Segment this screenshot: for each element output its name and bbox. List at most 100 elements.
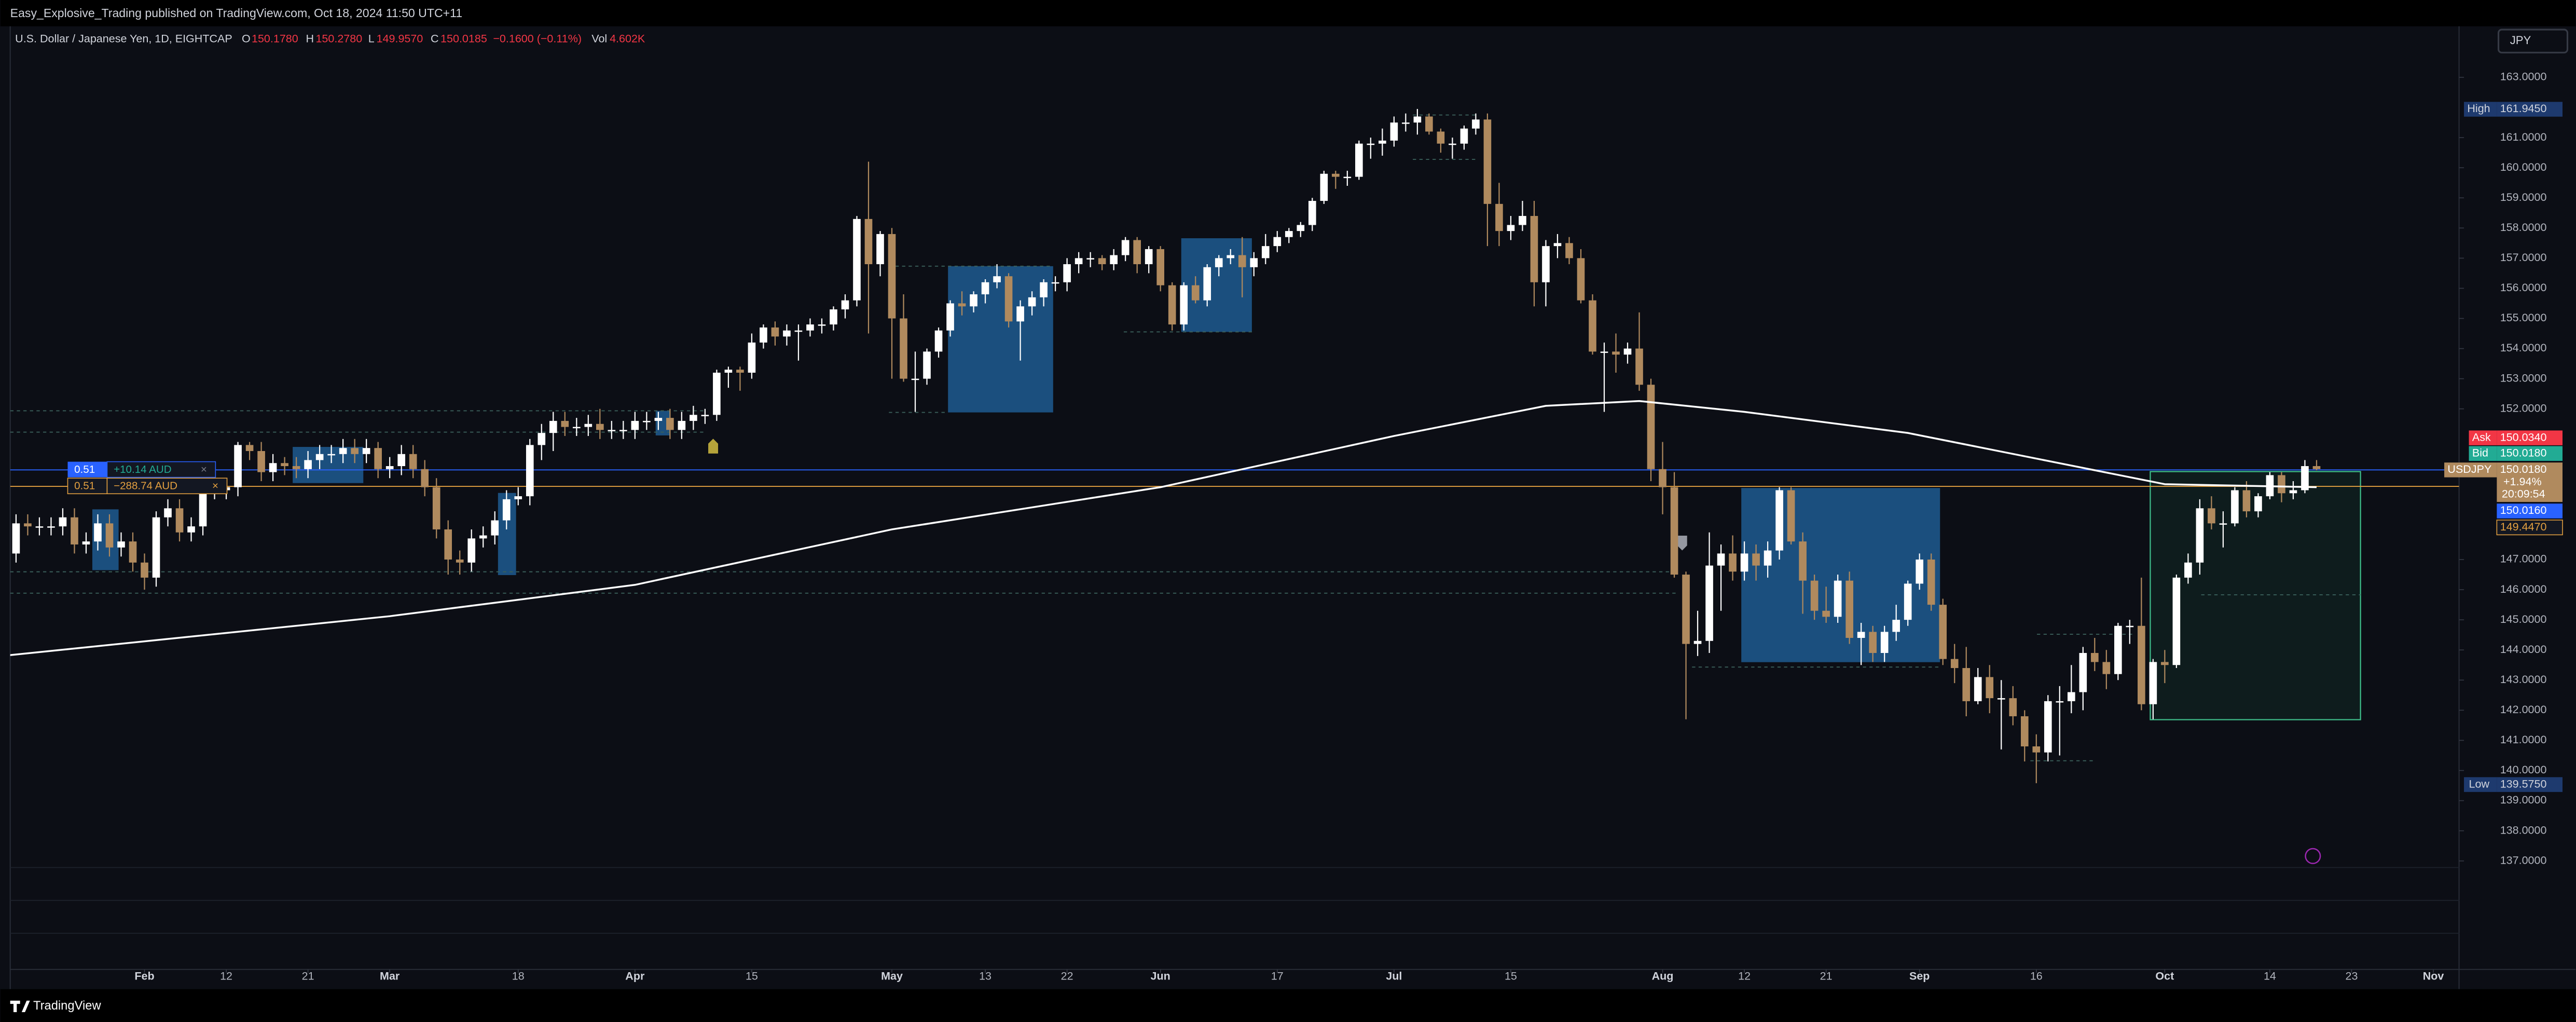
- x-tick-label: 18: [512, 970, 525, 983]
- legend-value: 150.2780: [315, 33, 362, 45]
- candle-body: [2254, 496, 2262, 512]
- candle-body: [362, 448, 370, 454]
- y-tick-label: 138.0000: [2500, 824, 2547, 836]
- position-qty-box[interactable]: [67, 478, 108, 495]
- candle-body: [1647, 385, 1655, 469]
- y-tick-label: 163.0000: [2500, 71, 2547, 83]
- position-close[interactable]: ×: [212, 480, 218, 492]
- candle-body: [2289, 490, 2297, 494]
- candle-body: [1261, 246, 1270, 258]
- candle-body: [257, 451, 265, 472]
- x-tick-label: Mar: [380, 970, 400, 983]
- candle-body: [993, 276, 1001, 282]
- candle-body: [1086, 258, 1094, 260]
- tag-value: 150.0180: [2500, 446, 2547, 459]
- candle-body: [596, 424, 604, 430]
- candle-body: [1682, 575, 1690, 644]
- candle-body: [1892, 620, 1900, 632]
- candle-body: [1308, 201, 1316, 225]
- candle-body: [1752, 553, 1760, 566]
- alert-icon[interactable]: [2305, 848, 2321, 864]
- tag-value: 139.5750: [2500, 778, 2547, 790]
- candle-body: [1495, 203, 1503, 231]
- position-pnl[interactable]: +10.14 AUD: [114, 464, 171, 475]
- candle-body: [584, 424, 593, 427]
- candle-body: [1589, 300, 1596, 352]
- tag-box: [2497, 102, 2563, 117]
- candle-body: [1857, 632, 1865, 638]
- candle-body: [2149, 662, 2157, 704]
- x-tick-label: Apr: [625, 970, 645, 983]
- candle-body: [1121, 240, 1129, 255]
- candle-body: [2126, 625, 2134, 628]
- candle-body: [1227, 255, 1235, 258]
- candle-body: [1670, 487, 1678, 575]
- candle-body: [1799, 541, 1807, 581]
- candle-body: [12, 523, 20, 554]
- currency-button[interactable]: [2497, 29, 2569, 53]
- candle-body: [1553, 243, 1562, 247]
- tag-box: [2497, 430, 2563, 445]
- candle-body: [245, 445, 254, 451]
- tag-key-box: [2464, 777, 2497, 792]
- candle-body: [59, 517, 67, 527]
- legend-key: L: [368, 33, 375, 45]
- candle-body: [830, 309, 837, 325]
- tag-countdown: 20:09:54: [2502, 488, 2545, 500]
- currency-label[interactable]: JPY: [2510, 34, 2531, 47]
- tag-box: [2496, 520, 2563, 536]
- candle-body: [1845, 580, 1853, 638]
- candle-body: [2231, 490, 2239, 524]
- position-pnl-box[interactable]: [106, 478, 228, 495]
- candle-body: [608, 430, 616, 431]
- y-tick-label: 146.0000: [2500, 583, 2547, 595]
- position-qty-box[interactable]: [67, 461, 107, 478]
- candle-body: [538, 433, 546, 445]
- candle-body: [748, 342, 756, 373]
- price-tags: High 161.9450 Low 139.5750 Ask 150.0340 …: [2444, 102, 2563, 792]
- candle-body: [339, 448, 347, 454]
- candle-body: [2114, 625, 2122, 674]
- candle-body: [1367, 143, 1375, 145]
- candle-body: [1542, 246, 1550, 282]
- y-tick-label: 145.0000: [2500, 613, 2547, 625]
- candle-body: [1110, 255, 1118, 264]
- symbol: U.S. Dollar / Japanese Yen, 1D, EIGHTCAP: [15, 33, 232, 45]
- candle-body: [397, 454, 405, 467]
- position-qty[interactable]: 0.51: [74, 480, 95, 492]
- candle-body: [1331, 173, 1340, 177]
- candle-body: [1320, 173, 1328, 201]
- candle-body: [1507, 225, 1515, 231]
- axes: 137.0000 138.0000 139.0000 140.0000 141.0000…: [134, 71, 2546, 983]
- candle-body: [1787, 490, 1795, 542]
- y-tick-label: 160.0000: [2500, 161, 2547, 173]
- candle-body: [1191, 285, 1200, 301]
- candle-body: [1939, 605, 1947, 659]
- candle-body: [1133, 240, 1141, 264]
- candle-body: [2044, 701, 2052, 753]
- candle-body: [491, 520, 499, 536]
- x-tick-label: 13: [979, 970, 991, 983]
- x-tick-label: 17: [1271, 970, 1284, 983]
- candle-body: [736, 370, 744, 373]
- candle-body: [1810, 580, 1819, 611]
- candle-body: [2219, 523, 2227, 525]
- position-pnl[interactable]: −288.74 AUD: [114, 480, 177, 492]
- candle-body: [1004, 276, 1013, 322]
- position-close[interactable]: ×: [201, 464, 207, 475]
- x-tick-label: 12: [220, 970, 232, 983]
- candle-body: [934, 330, 943, 352]
- position-qty[interactable]: 0.51: [74, 464, 95, 475]
- candle-body: [514, 496, 522, 499]
- tag-key: Bid: [2472, 446, 2488, 459]
- tag-key: Ask: [2472, 431, 2491, 443]
- tag-value: 161.9450: [2500, 102, 2547, 115]
- position-pnl-box[interactable]: [106, 461, 216, 478]
- candle-body: [1880, 632, 1889, 653]
- moving-average: [10, 400, 2317, 656]
- x-tick-label: 23: [2346, 970, 2358, 983]
- legend-value: 4.602K: [610, 33, 645, 45]
- candle-body: [1764, 550, 1772, 566]
- y-tick-label: 137.0000: [2500, 854, 2547, 866]
